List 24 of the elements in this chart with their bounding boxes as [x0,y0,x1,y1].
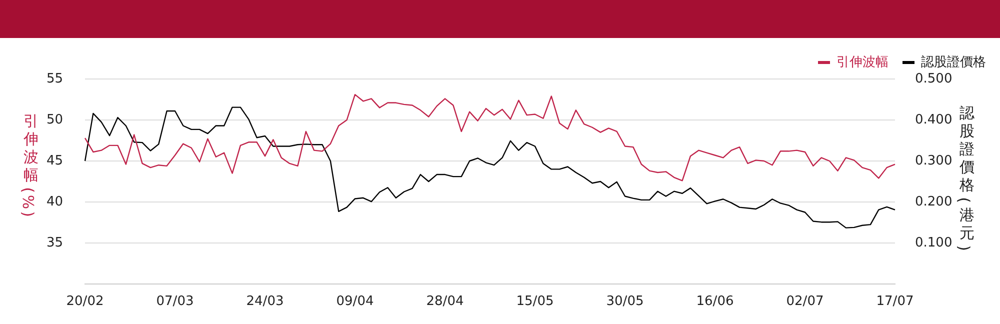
y-tick-label: 55 [46,71,63,86]
x-tick-label: 15/05 [516,294,554,310]
y2-tick-label: 0.200 [915,194,952,210]
x-tick-label: 02/07 [786,294,824,310]
x-tick-label: 09/04 [336,294,374,310]
x-tick-label: 20/02 [66,294,104,310]
legend-label: 認股證價格 [921,54,986,70]
text: 認股證價格(港元) [955,104,974,251]
y-tick-label: 45 [46,153,63,168]
y-tick-label: 35 [46,235,63,250]
y2-tick-label: 0.500 [915,71,952,86]
x-tick-label: 17/07 [876,294,914,310]
y2-tick-label: 0.400 [915,112,952,128]
x-tick-label: 28/04 [426,294,464,310]
x-tick-label: 07/03 [156,294,194,310]
y-axis-title: 引伸波幅(%) [19,112,40,219]
x-tick-label: 24/03 [246,294,284,310]
y-tick-label: 50 [46,112,63,128]
legend-label: 引伸波幅 [836,54,888,70]
x-tick-label: 16/06 [696,294,734,310]
y-tick-label: 40 [46,194,63,210]
y2-tick-label: 0.300 [915,153,952,168]
y2-tick-label: 0.100 [915,235,952,250]
x-tick-label: 30/05 [606,294,644,310]
